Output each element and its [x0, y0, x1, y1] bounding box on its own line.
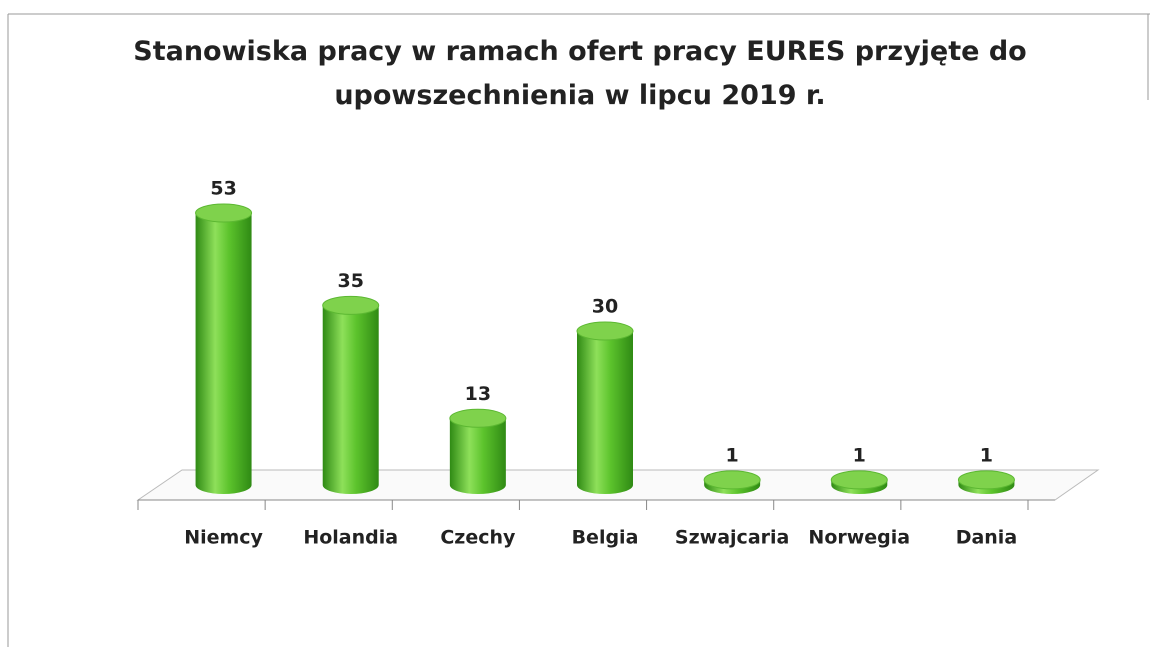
bar-top	[322, 295, 380, 315]
bar-top	[830, 470, 888, 490]
bar	[577, 322, 633, 494]
bar-top	[703, 470, 761, 490]
bar-top	[957, 470, 1015, 490]
bar-top	[576, 321, 634, 341]
bar-top	[195, 203, 253, 223]
value-label: 1	[853, 444, 866, 466]
bar	[322, 296, 379, 494]
bar	[195, 204, 252, 494]
value-label: 30	[592, 296, 618, 318]
x-tick-label: Niemcy	[184, 527, 263, 549]
bar	[449, 409, 506, 494]
x-tick-label: Belgia	[572, 527, 639, 549]
x-tick-label: Holandia	[303, 527, 398, 549]
x-tick-label: Norwegia	[808, 527, 910, 549]
value-label: 1	[980, 444, 993, 466]
chart-title: Stanowiska pracy w ramach ofert pracy EU…	[133, 36, 1027, 111]
x-tick-label: Dania	[956, 527, 1017, 549]
x-tick-label: Czechy	[440, 527, 516, 549]
title-box: Stanowiska pracy w ramach ofert pracy EU…	[133, 36, 1027, 111]
value-label: 13	[465, 383, 491, 405]
value-label: 1	[726, 444, 739, 466]
x-tick-label: Szwajcaria	[675, 527, 789, 549]
value-label: 53	[210, 178, 236, 200]
value-label: 35	[337, 270, 363, 292]
bar-top	[449, 408, 507, 428]
